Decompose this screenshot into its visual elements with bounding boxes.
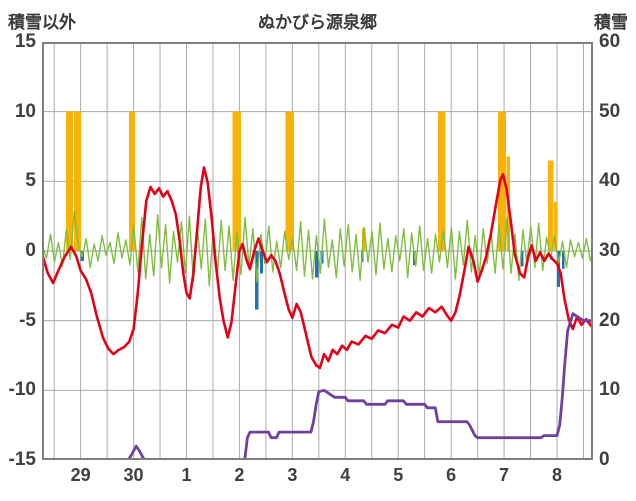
- x-axis-tick: 2: [234, 465, 245, 485]
- orange-bars: [497, 111, 506, 252]
- orange-bars: [128, 111, 136, 252]
- purple-line: [41, 312, 593, 462]
- orange-bars: [232, 111, 242, 252]
- right-axis-tick: 0: [599, 449, 610, 470]
- orange-bars: [65, 111, 74, 252]
- orange-bars: [73, 111, 82, 252]
- plot-border: [42, 42, 593, 460]
- right-axis-tick: 40: [599, 170, 621, 192]
- x-axis-tick: 3: [287, 465, 298, 485]
- right-axis-title: 積雪: [594, 13, 628, 32]
- left-axis-title: 積雪以外: [8, 13, 76, 32]
- right-axis-tick: 20: [599, 309, 621, 331]
- left-axis-tick: 0: [25, 240, 36, 261]
- orange-bars: [548, 160, 554, 251]
- red-line: [41, 166, 593, 370]
- x-axis-tick: 29: [70, 465, 91, 485]
- left-axis-tick: -10: [8, 379, 36, 401]
- x-axis-tick: 5: [393, 465, 404, 485]
- right-axis-tick: 50: [599, 100, 621, 122]
- x-axis-tick: 8: [551, 465, 562, 485]
- plot-area: [41, 41, 595, 462]
- x-axis-tick: 30: [123, 465, 144, 485]
- green-line: [41, 209, 595, 287]
- left-axis-tick: -5: [19, 309, 36, 331]
- right-axis-tick: 30: [599, 240, 621, 261]
- x-axis-tick: 1: [181, 465, 192, 485]
- blue-bars: [260, 251, 264, 274]
- chart-canvas: [41, 41, 595, 462]
- x-axis-tick: 4: [340, 465, 351, 485]
- left-axis-tick: 10: [14, 100, 36, 122]
- blue-bars: [562, 251, 565, 270]
- left-axis-tick: -15: [8, 449, 36, 470]
- orange-bars: [553, 202, 558, 251]
- x-axis-tick: 6: [446, 465, 457, 485]
- orange-bars: [437, 111, 446, 252]
- right-axis-tick: 60: [599, 31, 621, 52]
- orange-bars: [285, 111, 294, 252]
- left-axis-tick: 5: [25, 170, 36, 192]
- blue-bars: [520, 251, 524, 267]
- chart-title: ぬかびら源泉郷: [258, 13, 377, 32]
- right-axis-tick: 10: [599, 379, 621, 401]
- blue-bars: [315, 251, 319, 278]
- x-axis-tick: 7: [499, 465, 510, 485]
- left-axis-tick: 15: [14, 31, 36, 52]
